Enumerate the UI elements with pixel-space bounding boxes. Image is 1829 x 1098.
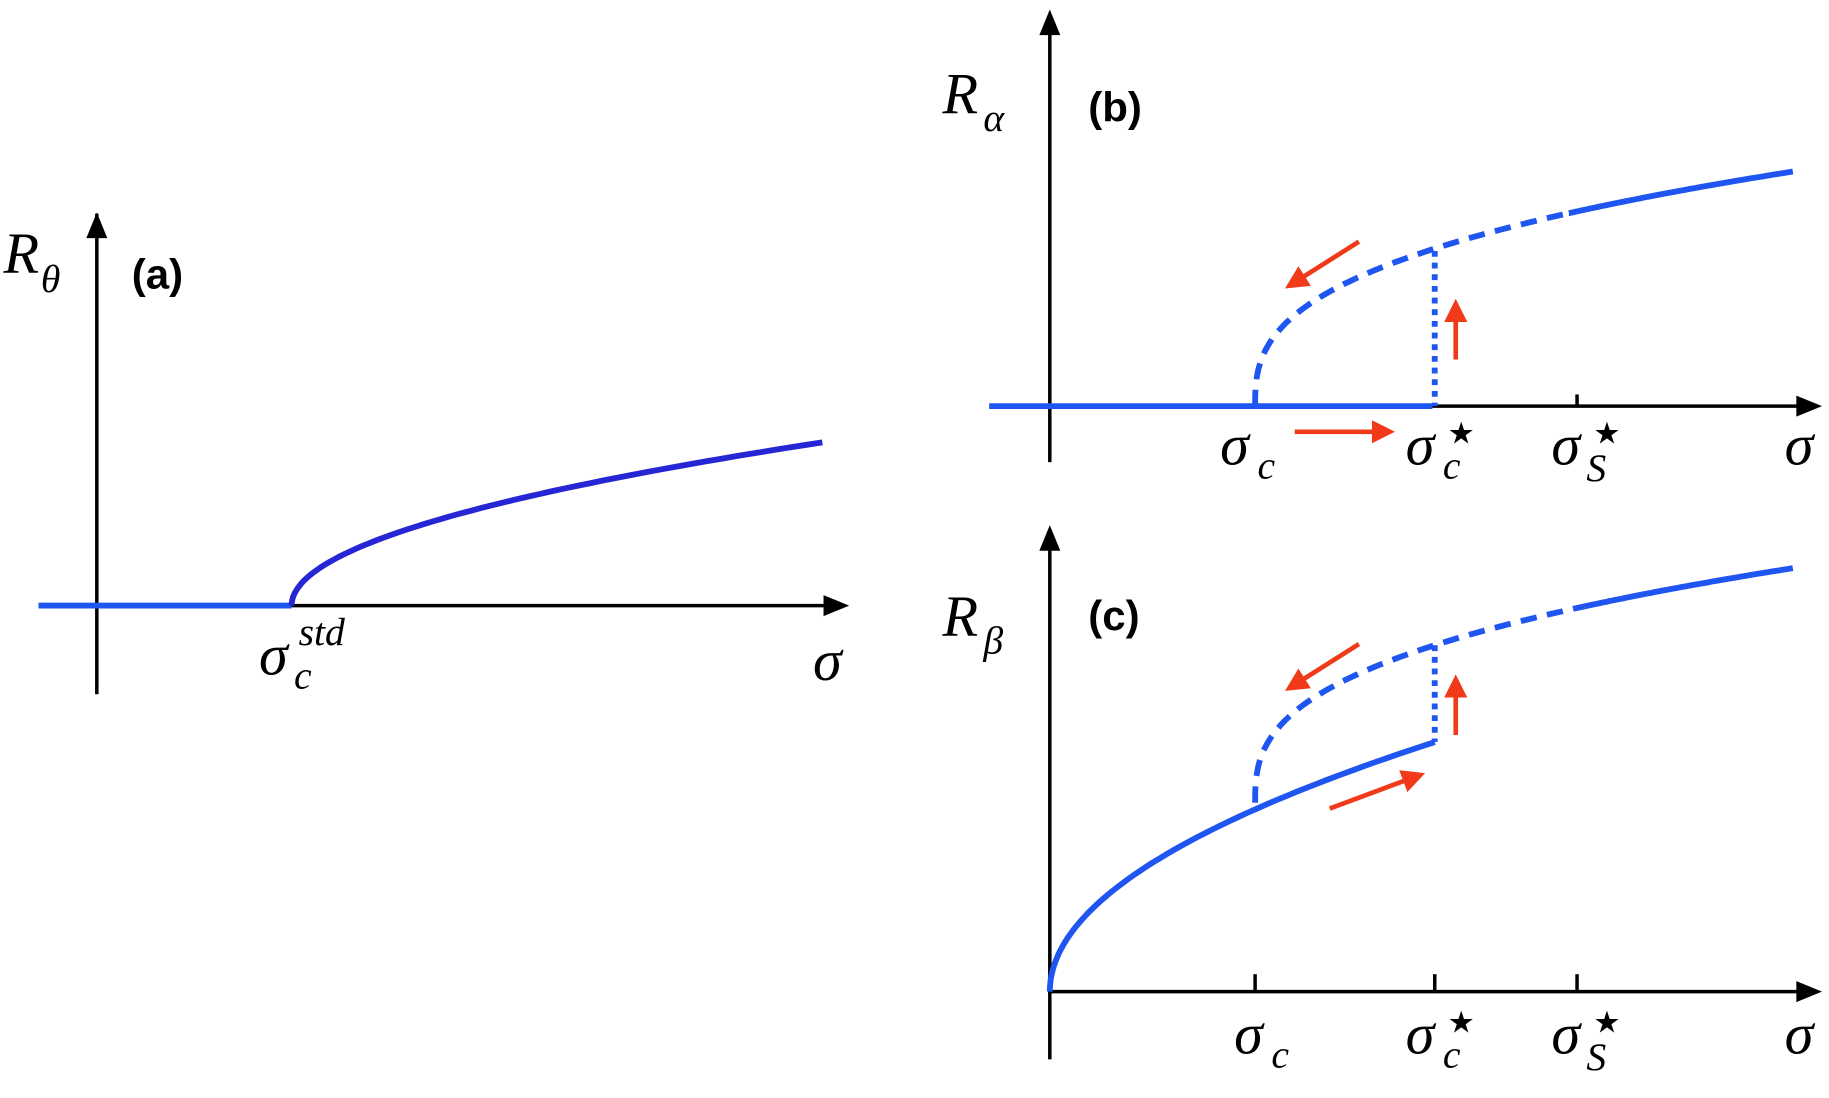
tick-label-sub: c xyxy=(294,653,312,697)
arrow-head xyxy=(823,595,850,617)
y-label: R xyxy=(941,584,978,649)
branch-unstable xyxy=(1252,603,1585,803)
panel-label: (b) xyxy=(1088,83,1142,130)
panel-label: (a) xyxy=(132,250,183,297)
arrow-head xyxy=(1039,9,1061,36)
tick-label-sub: c xyxy=(1271,1032,1289,1076)
tick-label: σ xyxy=(1551,1001,1582,1066)
branch xyxy=(288,439,823,606)
tick-label: σ xyxy=(1406,1001,1437,1066)
tick-label-sup: ★ xyxy=(1593,1005,1620,1040)
branch xyxy=(1568,168,1794,217)
tick-label-sub: S xyxy=(1586,446,1606,490)
panel-c: R β (c) σ c σ c ★ σ S ★ σ xyxy=(941,525,1823,1079)
tick-label-sub: S xyxy=(1586,1035,1606,1079)
tick-label-sup: ★ xyxy=(1448,1005,1475,1040)
arrow xyxy=(1284,642,1361,691)
y-label-sub: β xyxy=(982,618,1003,662)
panel-label: (c) xyxy=(1088,592,1139,639)
tick-label-sub: c xyxy=(1443,1032,1461,1076)
y-label: R xyxy=(941,61,978,126)
arrow-head xyxy=(1796,395,1823,417)
tick-label: σ xyxy=(1220,412,1251,477)
tick-label: σ xyxy=(1551,412,1582,477)
y-label-sub: α xyxy=(983,96,1005,140)
branch xyxy=(1046,739,1436,992)
tick-label-sup: std xyxy=(299,610,345,654)
panel-b: R α (b) σ c σ c ★ σ S ★ σ xyxy=(941,9,1823,490)
tick-label: σ xyxy=(259,622,290,687)
tick-label-sup: ★ xyxy=(1448,416,1475,451)
tick-label-sub: c xyxy=(1443,443,1461,487)
tick-label-sup: ★ xyxy=(1593,416,1620,451)
arrow xyxy=(1284,239,1361,289)
branch xyxy=(1582,565,1794,610)
y-label-sub: θ xyxy=(41,257,60,301)
tick-label: σ xyxy=(1406,412,1437,477)
arrow-head xyxy=(1039,525,1061,551)
tick-label: σ xyxy=(1234,1001,1265,1066)
x-label: σ xyxy=(813,628,844,693)
x-label: σ xyxy=(1785,412,1816,477)
x-label: σ xyxy=(1785,1001,1816,1066)
tick-label-sub: c xyxy=(1257,443,1275,487)
panel-a: R θ (a) σ c std σ xyxy=(2,212,850,697)
arrow-head xyxy=(86,212,108,239)
arrow xyxy=(1328,770,1426,811)
branch-unstable xyxy=(1252,210,1570,407)
y-label: R xyxy=(2,221,39,286)
arrow-head xyxy=(1796,981,1823,1003)
